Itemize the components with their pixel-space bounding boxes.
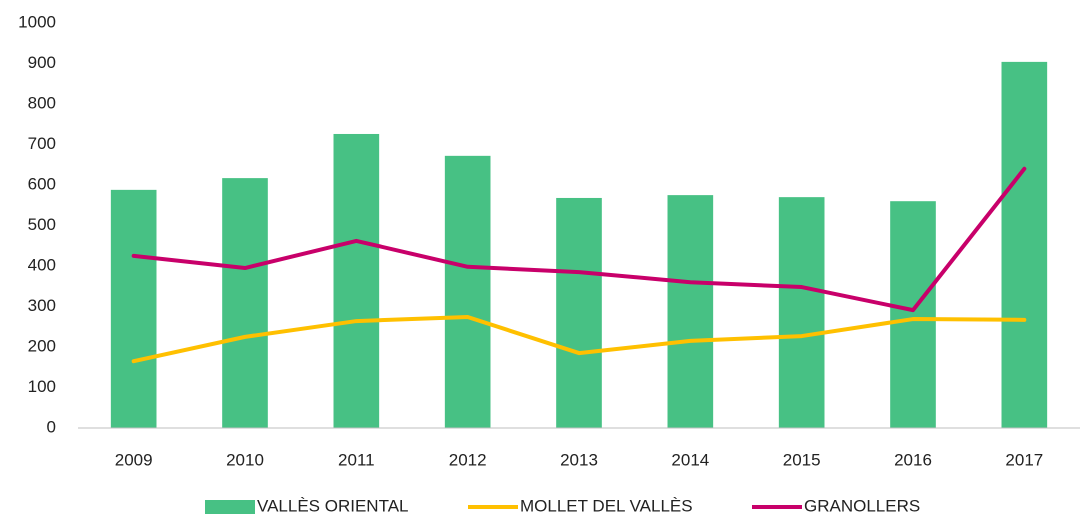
bar [667,195,714,428]
bar [444,155,491,428]
bar [890,201,936,428]
y-tick-label: 900 [28,53,56,72]
y-tick-label: 800 [28,93,56,112]
legend-swatch [205,500,255,514]
bar [778,197,825,428]
bar [333,133,380,428]
legend-label: VALLÈS ORIENTAL [257,496,408,515]
line [131,315,1027,364]
x-tick-label: 2016 [894,450,932,469]
bar [556,197,602,428]
y-tick-label: 100 [28,377,56,396]
x-tick-label: 2015 [783,450,821,469]
bar [1001,61,1048,428]
y-tick-label: 500 [28,215,56,234]
y-tick-label: 0 [47,417,56,436]
x-tick-label: 2011 [338,450,375,469]
bar [222,178,268,428]
x-tick-label: 2014 [671,450,709,469]
x-tick-label: 2017 [1005,450,1043,469]
x-tick-label: 2013 [560,450,598,469]
y-tick-label: 200 [28,336,56,355]
x-tick-label: 2009 [115,450,153,469]
x-tick-label: 2010 [226,450,264,469]
y-tick-label: 600 [28,174,56,193]
y-tick-label: 700 [28,134,56,153]
legend-label: GRANOLLERS [804,496,920,515]
y-tick-label: 300 [28,296,56,315]
legend-label: MOLLET DEL VALLÈS [520,496,693,515]
line [131,166,1027,313]
y-tick-label: 400 [28,255,56,274]
x-tick-label: 2012 [449,450,487,469]
y-tick-label: 1000 [18,12,56,31]
bar [110,189,157,428]
